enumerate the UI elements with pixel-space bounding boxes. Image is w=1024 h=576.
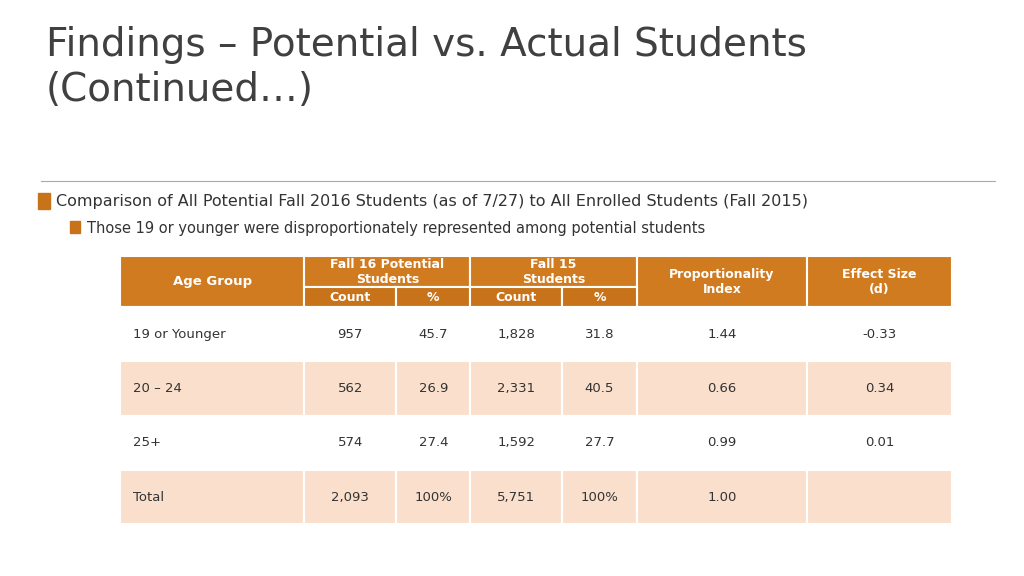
Text: 25+: 25+ [133,436,161,449]
Text: -0.33: -0.33 [862,328,897,341]
Text: Those 19 or younger were disproportionately represented among potential students: Those 19 or younger were disproportionat… [87,221,706,236]
Text: 574: 574 [338,436,362,449]
FancyBboxPatch shape [470,287,562,307]
Text: 2,331: 2,331 [498,382,536,395]
Text: Findings – Potential vs. Actual Students
(Continued…): Findings – Potential vs. Actual Students… [46,26,807,109]
FancyBboxPatch shape [637,256,807,307]
Text: 27.4: 27.4 [419,436,449,449]
FancyBboxPatch shape [396,287,470,307]
FancyBboxPatch shape [396,362,470,416]
Text: 1,592: 1,592 [498,436,536,449]
Text: %: % [593,291,606,304]
Text: 20 – 24: 20 – 24 [133,382,181,395]
FancyBboxPatch shape [807,362,951,416]
Text: 5,751: 5,751 [498,491,536,503]
Text: Total: Total [133,491,164,503]
Text: %: % [427,291,439,304]
Bar [71,221,80,233]
FancyBboxPatch shape [807,307,951,362]
Text: 2,093: 2,093 [331,491,369,503]
FancyBboxPatch shape [304,416,396,470]
FancyBboxPatch shape [470,416,562,470]
FancyBboxPatch shape [304,287,396,307]
FancyBboxPatch shape [637,362,807,416]
FancyBboxPatch shape [637,470,807,524]
FancyBboxPatch shape [396,307,470,362]
FancyBboxPatch shape [470,362,562,416]
FancyBboxPatch shape [807,416,951,470]
FancyBboxPatch shape [637,416,807,470]
FancyBboxPatch shape [121,470,304,524]
Text: Fall 15
Students: Fall 15 Students [522,257,586,286]
FancyBboxPatch shape [121,416,304,470]
FancyBboxPatch shape [304,256,470,287]
FancyBboxPatch shape [396,416,470,470]
FancyBboxPatch shape [396,470,470,524]
Text: Proportionality
Index: Proportionality Index [670,268,775,295]
Text: 31.8: 31.8 [585,328,614,341]
Text: 0.34: 0.34 [865,382,894,395]
Text: Comparison of All Potential Fall 2016 Students (as of 7/27) to All Enrolled Stud: Comparison of All Potential Fall 2016 St… [56,194,808,209]
Text: Count: Count [496,291,537,304]
Bar [38,193,50,209]
Text: 100%: 100% [415,491,453,503]
Text: 1.00: 1.00 [708,491,736,503]
Text: 100%: 100% [581,491,618,503]
Text: 0.66: 0.66 [708,382,736,395]
FancyBboxPatch shape [807,470,951,524]
FancyBboxPatch shape [470,470,562,524]
FancyBboxPatch shape [304,307,396,362]
FancyBboxPatch shape [562,470,637,524]
Text: 40.5: 40.5 [585,382,614,395]
FancyBboxPatch shape [470,256,637,287]
FancyBboxPatch shape [470,307,562,362]
Text: 1,828: 1,828 [498,328,536,341]
Text: Count: Count [330,291,371,304]
Text: 27.7: 27.7 [585,436,614,449]
Text: 957: 957 [338,328,362,341]
FancyBboxPatch shape [121,307,304,362]
FancyBboxPatch shape [121,362,304,416]
Text: 0.99: 0.99 [708,436,736,449]
Text: Fall 16 Potential
Students: Fall 16 Potential Students [331,257,444,286]
FancyBboxPatch shape [304,362,396,416]
FancyBboxPatch shape [562,416,637,470]
Text: 19 or Younger: 19 or Younger [133,328,225,341]
Text: 562: 562 [338,382,362,395]
Text: 1.44: 1.44 [708,328,736,341]
FancyBboxPatch shape [562,307,637,362]
Text: 26.9: 26.9 [419,382,447,395]
Text: Age Group: Age Group [173,275,252,288]
FancyBboxPatch shape [121,256,304,307]
Text: 45.7: 45.7 [419,328,449,341]
Text: 0.01: 0.01 [865,436,894,449]
FancyBboxPatch shape [637,307,807,362]
FancyBboxPatch shape [562,362,637,416]
FancyBboxPatch shape [807,256,951,307]
Text: Effect Size
(d): Effect Size (d) [843,268,916,295]
FancyBboxPatch shape [304,470,396,524]
FancyBboxPatch shape [562,287,637,307]
